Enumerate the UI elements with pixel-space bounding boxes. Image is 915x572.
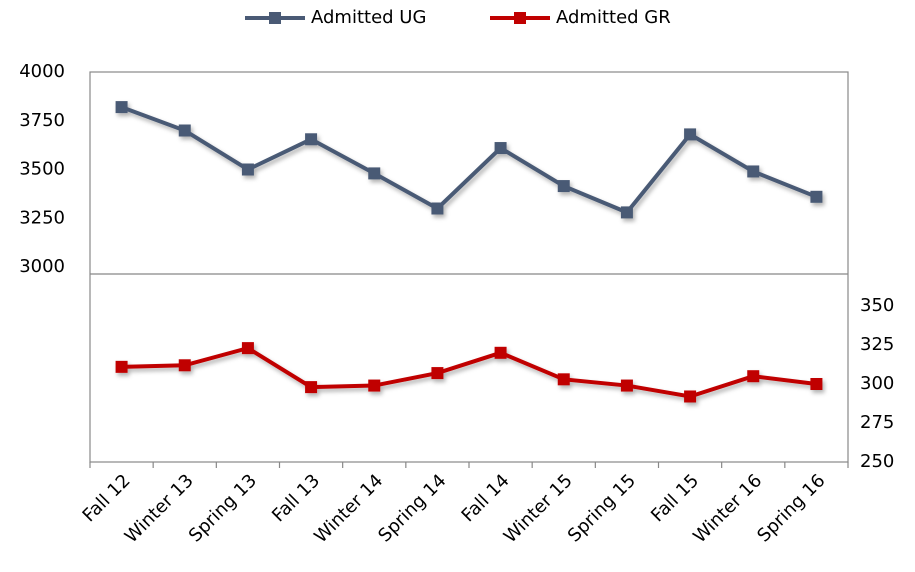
marker <box>305 381 318 394</box>
marker <box>747 370 760 383</box>
marker <box>494 142 507 155</box>
marker <box>620 206 633 219</box>
marker <box>368 167 381 180</box>
x-tick-label: Fall 12 <box>79 470 135 526</box>
marker <box>557 180 570 193</box>
marker <box>368 379 381 392</box>
legend-label: Admitted GR <box>556 7 671 28</box>
series <box>115 101 823 219</box>
marker <box>684 390 697 403</box>
line <box>120 105 818 215</box>
series <box>115 342 823 403</box>
marker <box>241 163 254 176</box>
marker <box>494 346 507 359</box>
marker <box>810 190 823 203</box>
plot-frame <box>89 71 849 463</box>
x-tick-label: Spring 15 <box>564 470 640 546</box>
marker <box>115 360 128 373</box>
marker <box>115 101 128 114</box>
marker <box>620 379 633 392</box>
marker <box>178 124 191 137</box>
y2-tick-label: 325 <box>860 334 894 355</box>
x-tick-label: Winter 16 <box>689 470 766 547</box>
y-tick-label: 3250 <box>19 207 65 228</box>
marker <box>241 342 254 355</box>
marker <box>810 378 823 390</box>
marker <box>178 359 191 372</box>
x-tick-label: Fall 15 <box>647 470 703 526</box>
y2-tick-label: 300 <box>860 373 894 394</box>
y-tick-label: 4000 <box>19 61 65 82</box>
marker <box>684 128 697 141</box>
marker <box>557 373 570 386</box>
x-tick-label: Spring 16 <box>753 470 829 546</box>
y2-tick-label: 250 <box>860 451 894 472</box>
x-tick-label: Winter 14 <box>310 470 387 547</box>
line <box>121 345 817 399</box>
legend-marker <box>514 12 526 24</box>
x-tick-label: Winter 13 <box>121 470 198 547</box>
marker <box>747 165 760 178</box>
x-tick-label: Fall 13 <box>268 470 324 526</box>
legend-marker <box>269 12 281 24</box>
y-tick-label: 3500 <box>19 159 65 180</box>
x-tick-label: Fall 14 <box>458 470 514 526</box>
marker <box>431 367 444 380</box>
marker <box>305 133 318 146</box>
x-tick-label: Winter 15 <box>500 470 577 547</box>
y2-tick-label: 275 <box>860 412 894 433</box>
y-tick-label: 3750 <box>19 110 65 131</box>
marker <box>431 202 444 215</box>
x-tick-label: Spring 13 <box>185 470 261 546</box>
y2-tick-label: 350 <box>860 295 894 316</box>
y-tick-label: 3000 <box>19 256 65 277</box>
x-tick-label: Spring 14 <box>374 470 450 546</box>
legend-label: Admitted UG <box>311 7 426 28</box>
